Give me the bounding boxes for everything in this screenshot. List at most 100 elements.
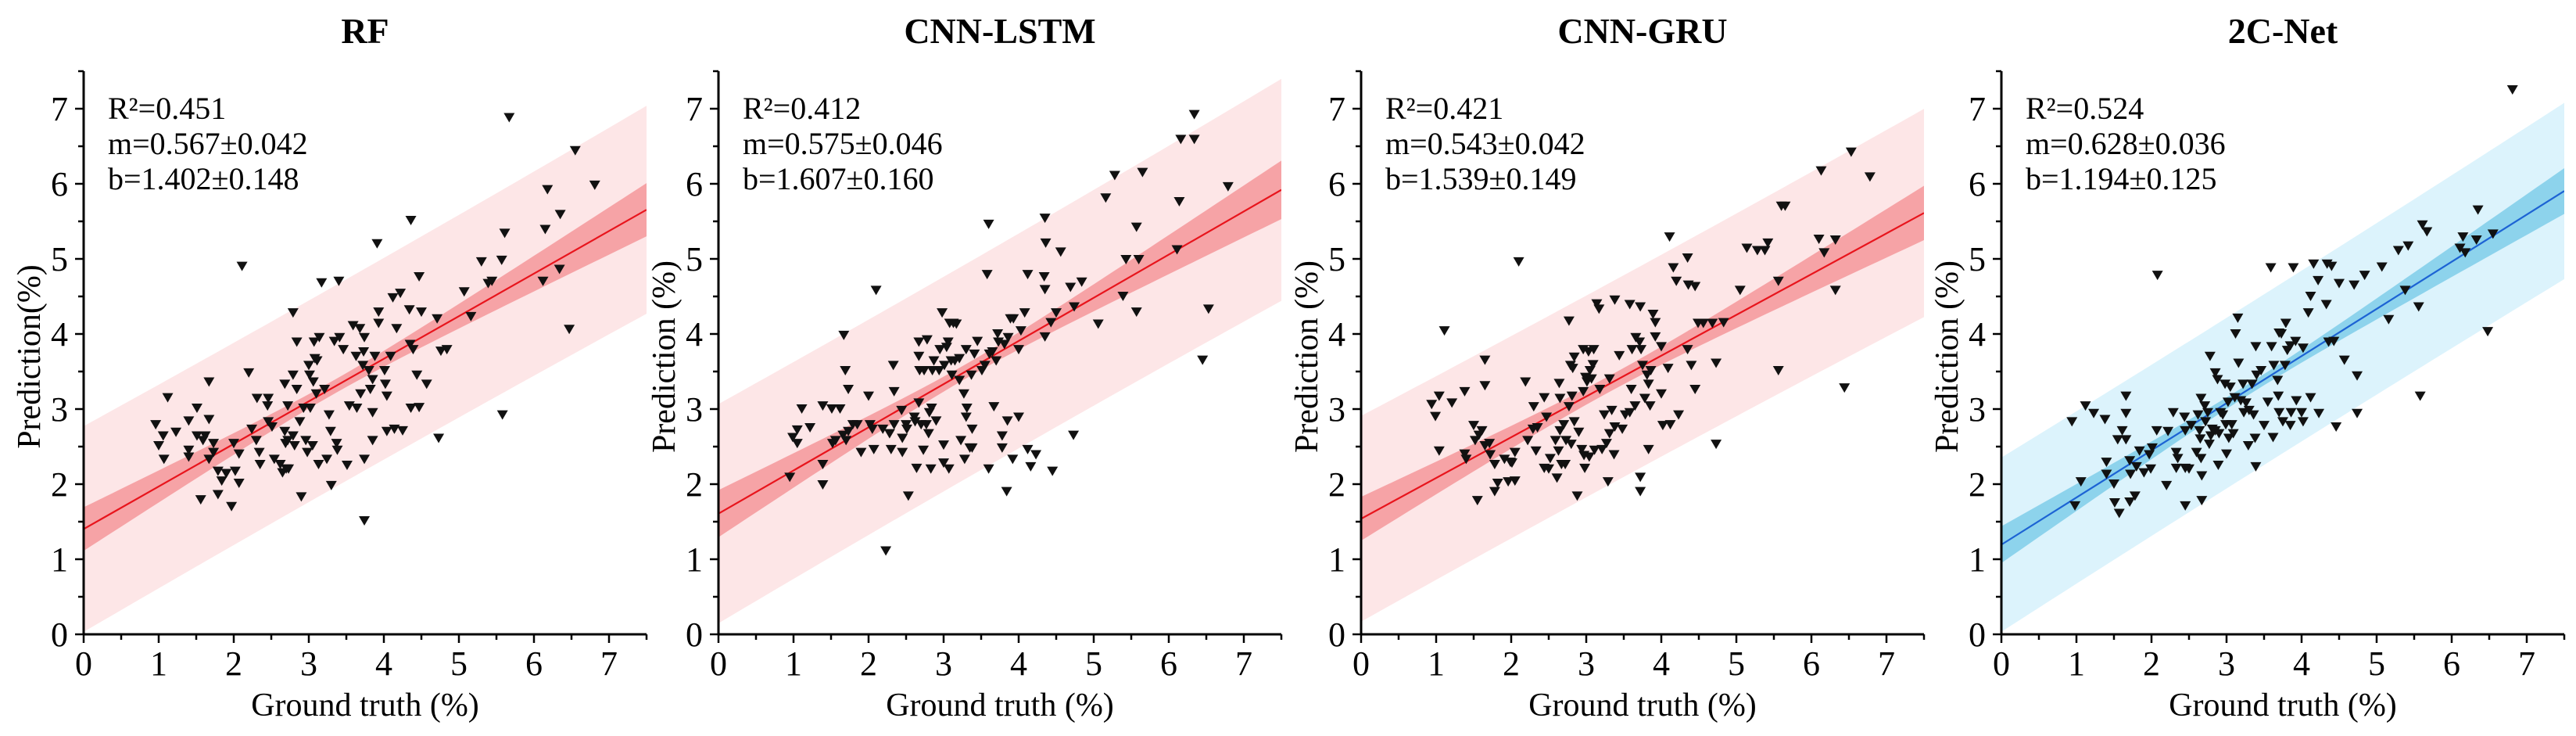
x-axis-label: Ground truth (%)	[1528, 688, 1757, 723]
data-point	[1634, 337, 1646, 347]
data-point	[2120, 408, 2132, 418]
data-point	[2129, 491, 2141, 501]
data-point	[1460, 454, 1472, 465]
fit-annotation: R²=0.524	[2026, 91, 2144, 126]
data-point	[2328, 336, 2340, 346]
fit-annotation: b=1.607±0.160	[743, 161, 934, 196]
data-point	[926, 404, 937, 414]
data-point	[925, 464, 937, 474]
fit-annotation: b=1.402±0.148	[108, 161, 299, 196]
data-point	[1015, 326, 1026, 336]
data-point	[2194, 434, 2206, 444]
data-point	[2470, 235, 2482, 245]
x-tick-label: 4	[2293, 644, 2310, 683]
data-point	[2120, 435, 2132, 445]
y-axis-label: Prediction (%)	[1289, 260, 1325, 453]
data-point	[328, 336, 340, 346]
x-tick-label: 1	[2068, 644, 2085, 683]
data-point	[2229, 393, 2241, 403]
data-point	[1589, 445, 1600, 455]
data-point	[2402, 241, 2414, 251]
y-tick-label: 7	[1328, 90, 1345, 128]
data-point	[2184, 464, 2194, 474]
data-point	[885, 444, 897, 454]
data-point	[1001, 416, 1013, 426]
data-point	[1576, 444, 1588, 454]
data-point	[2259, 421, 2270, 431]
x-tick-label: 5	[1728, 644, 1745, 683]
data-point	[2249, 433, 2261, 443]
data-point	[212, 490, 224, 500]
data-point	[1625, 385, 1637, 395]
data-point	[2240, 398, 2252, 408]
data-point	[569, 145, 581, 156]
data-point	[1506, 458, 1517, 469]
panel-cnn-gru: 0 1 2 3 4 5 6 7 0 1 2 3 4 5 6 7 Ground truth (%) Predicti…	[1289, 11, 1926, 723]
data-point	[2273, 407, 2285, 418]
data-point	[1656, 389, 1667, 399]
data-point	[2285, 407, 2297, 418]
x-tick-label: 7	[1878, 644, 1895, 683]
y-tick-label: 1	[51, 540, 68, 579]
data-point	[2112, 435, 2123, 445]
data-point	[829, 436, 841, 446]
data-point	[2213, 429, 2225, 439]
data-point	[1624, 300, 1636, 310]
data-point	[2226, 420, 2237, 430]
data-point	[303, 370, 315, 380]
data-point	[2212, 461, 2224, 470]
x-axis-label: Ground truth (%)	[2169, 688, 2397, 723]
data-point	[212, 466, 224, 476]
data-point	[243, 368, 255, 378]
data-point	[1741, 243, 1753, 253]
data-point	[2251, 370, 2263, 380]
data-point	[1845, 147, 1857, 157]
data-point	[414, 403, 425, 413]
data-point	[951, 319, 962, 329]
data-point	[913, 337, 925, 347]
data-point	[2399, 285, 2411, 296]
data-point	[2280, 318, 2291, 329]
data-point	[1065, 282, 1077, 293]
data-point	[2302, 308, 2314, 318]
data-point	[1550, 436, 1561, 446]
data-point	[981, 270, 993, 280]
data-point	[496, 410, 508, 420]
data-point	[359, 516, 371, 526]
data-point	[1188, 110, 1200, 120]
data-point	[228, 439, 239, 449]
data-point	[304, 404, 316, 414]
data-point	[2273, 391, 2284, 401]
data-point	[2248, 410, 2259, 420]
data-point	[1643, 444, 1654, 454]
data-point	[2383, 314, 2395, 325]
data-point	[1130, 307, 1142, 318]
data-point	[369, 351, 381, 361]
data-point	[896, 405, 908, 415]
regression-line	[2001, 190, 2564, 546]
data-point	[877, 424, 889, 434]
data-point	[834, 404, 846, 414]
data-point	[863, 391, 874, 401]
data-point	[796, 404, 808, 414]
x-tick-label: 1	[150, 644, 167, 683]
data-point	[2125, 469, 2137, 479]
data-point	[933, 366, 945, 376]
data-point	[1433, 446, 1445, 456]
data-point	[554, 210, 566, 220]
data-point	[1055, 247, 1066, 257]
data-point	[2151, 271, 2163, 281]
data-point	[2279, 361, 2291, 371]
x-tick-label: 5	[450, 644, 468, 683]
data-point	[2230, 329, 2241, 339]
y-tick-label: 1	[686, 540, 703, 579]
data-point	[787, 433, 799, 443]
data-point	[496, 255, 507, 265]
data-point	[331, 445, 343, 455]
data-point	[1566, 391, 1578, 401]
data-point	[351, 404, 363, 414]
data-point	[208, 439, 220, 449]
data-point	[2199, 401, 2211, 411]
data-point	[2170, 447, 2182, 458]
x-tick-label: 4	[1653, 644, 1670, 683]
